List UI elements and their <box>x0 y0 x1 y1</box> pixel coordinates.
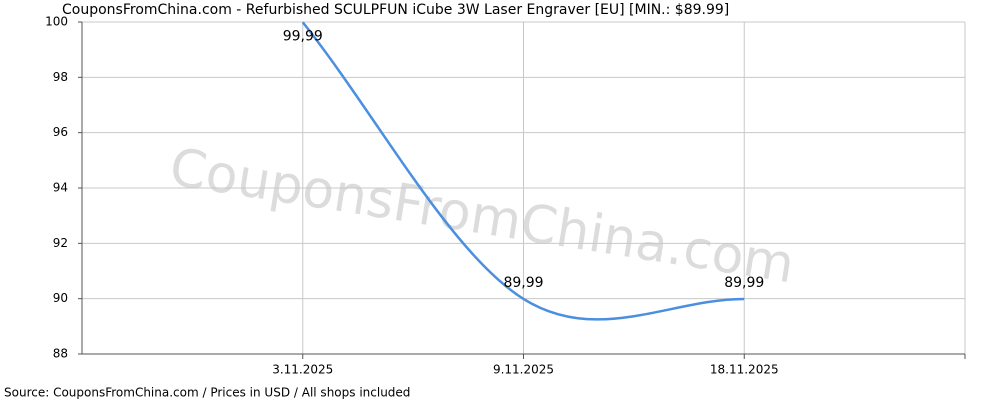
chart-title: CouponsFromChina.com - Refurbished SCULP… <box>62 2 729 18</box>
x-tick-label: 18.11.2025 <box>710 363 779 377</box>
y-tick-label: 88 <box>53 347 68 361</box>
x-tick-label: 3.11.2025 <box>272 363 333 377</box>
y-tick-label: 92 <box>53 236 68 250</box>
y-tick-label: 90 <box>53 291 68 305</box>
value-label: 89,99 <box>724 275 764 291</box>
value-label: 89,99 <box>503 275 543 291</box>
y-tick-label: 96 <box>53 125 68 139</box>
value-label: 99,99 <box>283 28 323 44</box>
y-tick-label: 100 <box>45 15 68 29</box>
x-tick-label: 9.11.2025 <box>493 363 554 377</box>
y-tick-label: 94 <box>53 181 68 195</box>
footer: Source: CouponsFromChina.com / Prices in… <box>4 386 410 400</box>
y-tick-label: 98 <box>53 70 68 84</box>
watermark: CouponsFromChina.com <box>166 137 799 295</box>
price-line <box>301 21 745 321</box>
